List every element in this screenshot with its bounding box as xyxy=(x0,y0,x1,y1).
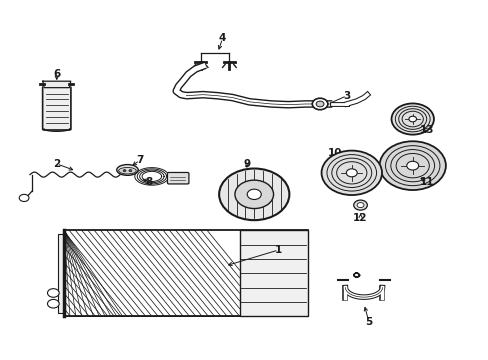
Circle shape xyxy=(346,169,357,177)
Circle shape xyxy=(312,98,327,110)
Text: 8: 8 xyxy=(145,177,153,187)
Text: 6: 6 xyxy=(53,69,61,79)
Text: 13: 13 xyxy=(419,125,434,135)
Bar xyxy=(239,230,307,316)
Circle shape xyxy=(316,101,324,107)
Ellipse shape xyxy=(117,165,138,175)
Circle shape xyxy=(19,194,29,202)
Circle shape xyxy=(234,180,273,208)
Circle shape xyxy=(123,170,126,172)
Circle shape xyxy=(247,189,261,199)
Ellipse shape xyxy=(119,167,136,174)
Circle shape xyxy=(406,161,418,170)
Text: 9: 9 xyxy=(243,159,250,169)
Text: 3: 3 xyxy=(343,91,350,101)
Circle shape xyxy=(321,150,381,195)
Text: 12: 12 xyxy=(352,213,367,222)
Text: 11: 11 xyxy=(419,177,434,187)
Circle shape xyxy=(47,300,59,308)
Text: 7: 7 xyxy=(136,155,143,165)
Bar xyxy=(58,234,65,313)
Text: 4: 4 xyxy=(219,33,226,43)
Circle shape xyxy=(129,170,132,172)
Circle shape xyxy=(219,168,289,220)
Circle shape xyxy=(353,200,366,210)
Text: 10: 10 xyxy=(327,148,341,158)
Text: 5: 5 xyxy=(365,317,372,327)
Bar xyxy=(64,230,307,316)
FancyBboxPatch shape xyxy=(42,87,71,130)
Circle shape xyxy=(47,289,59,297)
Circle shape xyxy=(379,141,445,190)
FancyBboxPatch shape xyxy=(167,172,188,184)
Circle shape xyxy=(356,203,363,208)
Text: 1: 1 xyxy=(274,245,282,255)
Text: 2: 2 xyxy=(53,159,61,169)
Circle shape xyxy=(408,116,416,122)
Circle shape xyxy=(391,103,433,135)
Polygon shape xyxy=(43,81,71,87)
